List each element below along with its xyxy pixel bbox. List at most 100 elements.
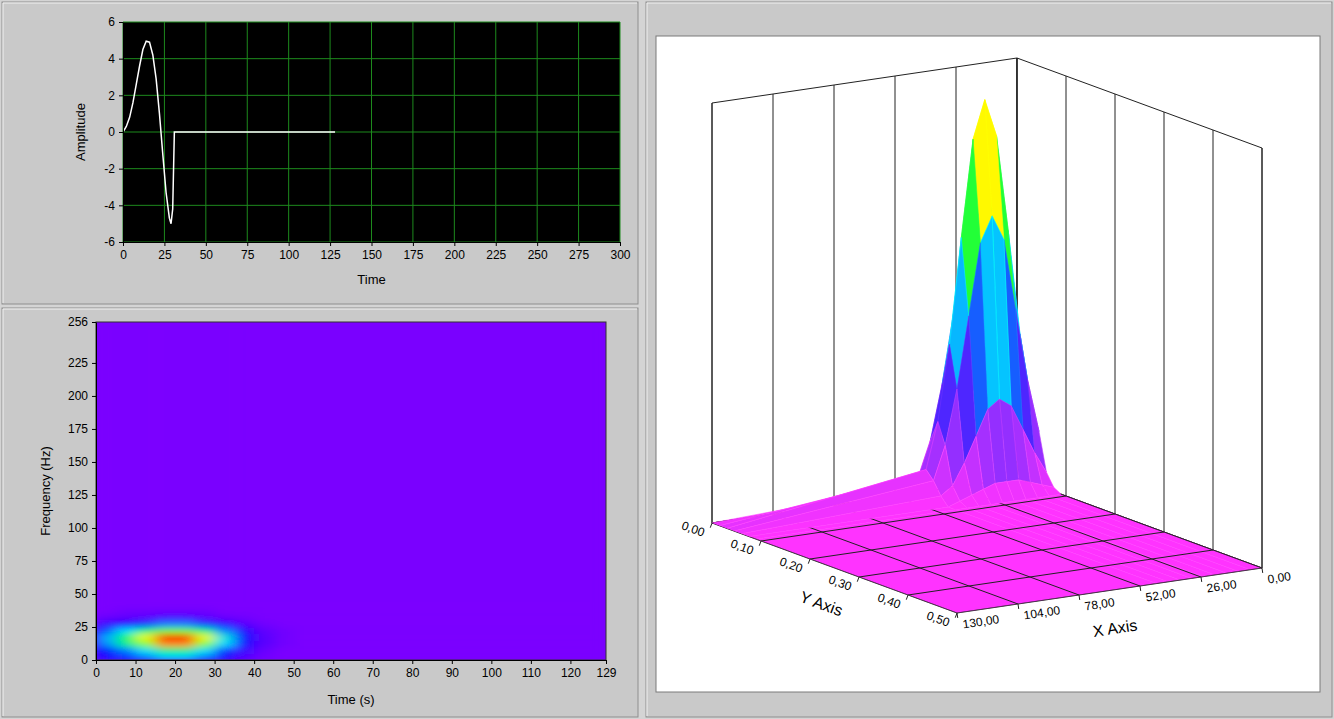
cell — [155, 322, 175, 608]
floor — [712, 478, 1262, 613]
cell — [195, 322, 215, 608]
tick-label: 25 — [158, 248, 172, 262]
tick-mark — [119, 95, 123, 96]
tick: 6 — [108, 15, 123, 29]
plot-area — [123, 41, 335, 223]
cell — [116, 627, 136, 634]
axis-line — [97, 660, 607, 661]
cell — [175, 627, 195, 634]
tick-mark — [491, 660, 492, 664]
tick-mark — [372, 242, 373, 246]
panel — [2, 308, 638, 717]
tick-mark — [92, 462, 96, 463]
cell — [136, 653, 156, 660]
tick-label: 300 — [610, 248, 630, 262]
tick-mark — [123, 242, 124, 246]
tick: 2 — [108, 89, 123, 103]
tick: 40 — [248, 660, 262, 680]
tick-mark — [606, 660, 607, 664]
tick-label: 100 — [279, 248, 299, 262]
panel-bevel — [3, 309, 637, 716]
grid-line — [712, 103, 713, 523]
cell — [234, 607, 254, 614]
panel-bevel — [3, 3, 637, 303]
tick: 125 — [68, 488, 96, 502]
cell — [175, 620, 195, 627]
cell — [294, 653, 606, 660]
tick-label: 50 — [200, 248, 214, 262]
tick: 256 — [68, 315, 96, 329]
cell — [294, 322, 606, 608]
cell — [155, 614, 175, 621]
plot-background — [96, 322, 606, 660]
tick-label: 0,40 — [876, 590, 903, 611]
tick-mark — [206, 242, 207, 246]
cell — [195, 634, 215, 641]
cell — [274, 634, 294, 641]
tick: 110 — [522, 660, 541, 680]
tick: 90 — [446, 660, 460, 680]
tick: 0 — [93, 660, 100, 680]
tick-mark — [1262, 568, 1264, 573]
tick-mark — [294, 660, 295, 664]
tick: -2 — [104, 162, 123, 176]
cell — [116, 634, 136, 641]
tick-label: 80 — [406, 666, 420, 680]
tick-label: 60 — [327, 666, 341, 680]
tick-mark — [537, 242, 538, 246]
tick-mark — [289, 242, 290, 246]
cell — [274, 607, 294, 614]
tick-label: 200 — [445, 248, 465, 262]
cell — [195, 620, 215, 627]
tick: 70 — [367, 660, 381, 680]
chart-page: 0255075100125150175200225250275300-6-4-2… — [0, 0, 1334, 719]
tick: 150 — [68, 455, 96, 469]
tick-label: 0,50 — [925, 608, 952, 629]
tick-label: 150 — [68, 455, 88, 469]
cell — [195, 640, 215, 647]
grid-line — [773, 94, 774, 514]
panel — [646, 2, 1332, 717]
tick: 20 — [169, 660, 183, 680]
cell — [116, 653, 136, 660]
cell — [195, 614, 215, 621]
grid-line — [123, 95, 620, 96]
cell — [96, 640, 116, 647]
cell — [274, 614, 294, 621]
tick-label: 275 — [569, 248, 589, 262]
tick-label: 100 — [482, 666, 502, 680]
axis-xticks: 0255075100125150175200225250275300 — [120, 242, 631, 262]
tick: 129 — [596, 660, 616, 680]
tick-mark — [333, 660, 334, 664]
tick: 120 — [561, 660, 581, 680]
grid-line — [957, 568, 1262, 613]
cell — [234, 322, 254, 608]
cell — [294, 614, 606, 621]
tick-label: 129 — [596, 666, 616, 680]
cell — [195, 647, 215, 654]
cell — [215, 653, 235, 660]
axis-line — [123, 23, 124, 243]
tick-mark — [92, 660, 96, 661]
tick-mark — [413, 242, 414, 246]
right-wall — [1017, 58, 1262, 568]
tick-mark — [92, 594, 96, 595]
cell — [155, 607, 175, 614]
cell — [234, 634, 254, 641]
cell — [116, 322, 136, 608]
cell — [155, 627, 175, 634]
plot-frame — [96, 322, 606, 660]
tick-label: 0 — [81, 653, 88, 667]
cell — [254, 620, 274, 627]
tick-label: 0 — [120, 248, 127, 262]
grid — [123, 22, 620, 242]
tick-mark — [92, 561, 96, 562]
tick: 300 — [610, 242, 630, 262]
cell — [175, 634, 195, 641]
tick-label: 130,00 — [962, 612, 1001, 631]
cell — [215, 607, 235, 614]
tick-label: 120 — [561, 666, 581, 680]
tick-mark — [531, 660, 532, 664]
tick-mark — [1018, 604, 1020, 609]
tick-mark — [119, 132, 123, 133]
